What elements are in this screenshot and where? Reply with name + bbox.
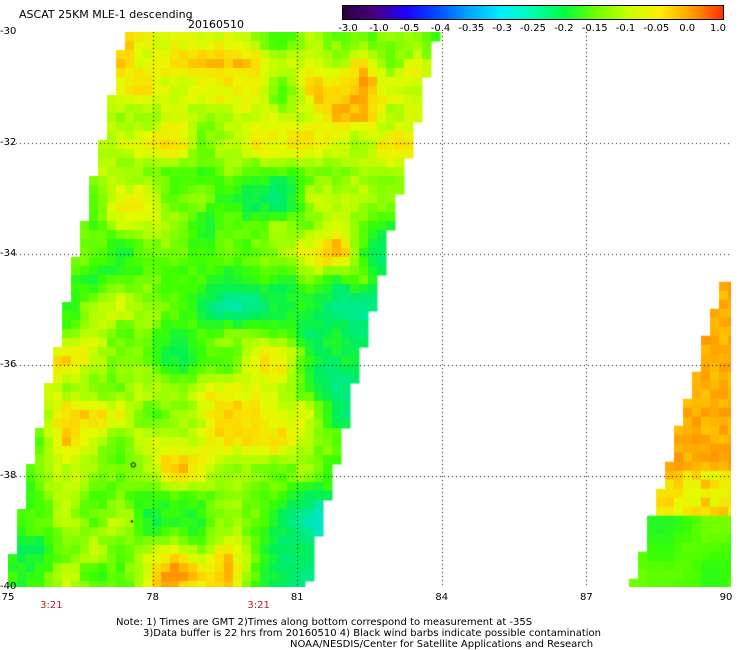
latitude-label: -32 — [0, 137, 17, 148]
latitude-label: -30 — [0, 26, 17, 37]
colorbar-tick-label: -1.0 — [369, 23, 389, 34]
longitude-label: 84 — [435, 592, 449, 603]
colorbar-tick-label: -0.1 — [615, 23, 636, 34]
colorbar-tick-label: -0.4 — [430, 23, 451, 34]
colorbar-tick-label: 1.0 — [710, 23, 726, 34]
map-date: 20160510 — [188, 18, 244, 31]
longitude-label: 87 — [580, 592, 593, 603]
colorbar-labels: -3.0 -1.0 -0.5 -0.4 -0.35 -0.3 -0.25 -0.2 -0.15-… — [338, 23, 726, 37]
colorbar-tick-label: -0.15 — [581, 23, 608, 34]
colorbar-tick-label: -0.3 — [492, 23, 512, 34]
longitude-label: 81 — [290, 592, 304, 603]
colorbar-tick-label: -0.05 — [643, 23, 670, 34]
colorbar-tick-label: 0.0 — [679, 23, 696, 34]
latitude-label: -34 — [0, 248, 17, 259]
latitude-label: -36 — [0, 359, 17, 370]
longitude-label: 90 — [719, 592, 733, 603]
longitude-label: 78 — [146, 592, 159, 603]
wind-map — [8, 32, 731, 587]
note-line-2: 3)Data buffer is 22 hrs from 20160510 4)… — [143, 628, 601, 639]
time-label: 3:21 — [247, 600, 270, 611]
colorbar-tick-label: -0.2 — [554, 23, 574, 34]
latitude-label: -38 — [0, 470, 17, 481]
note-line-1: Note: 1) Times are GMT 2)Times along bot… — [116, 617, 533, 628]
longitude-label: 75 — [1, 592, 15, 603]
colorbar-tick-label: -3.0 — [338, 23, 358, 34]
map-title: ASCAT 25KM MLE-1 descending — [19, 8, 193, 21]
colorbar-tick-label: -0.35 — [458, 23, 485, 34]
colorbar-tick-label: -0.25 — [520, 23, 546, 34]
colorbar — [342, 5, 724, 20]
latitude-label: -40 — [0, 581, 17, 592]
note-line-3: NOAA/NESDIS/Center for Satellite Applica… — [290, 639, 594, 650]
colorbar-tick-label: -0.5 — [399, 23, 420, 34]
time-label: 3:21 — [40, 600, 63, 611]
